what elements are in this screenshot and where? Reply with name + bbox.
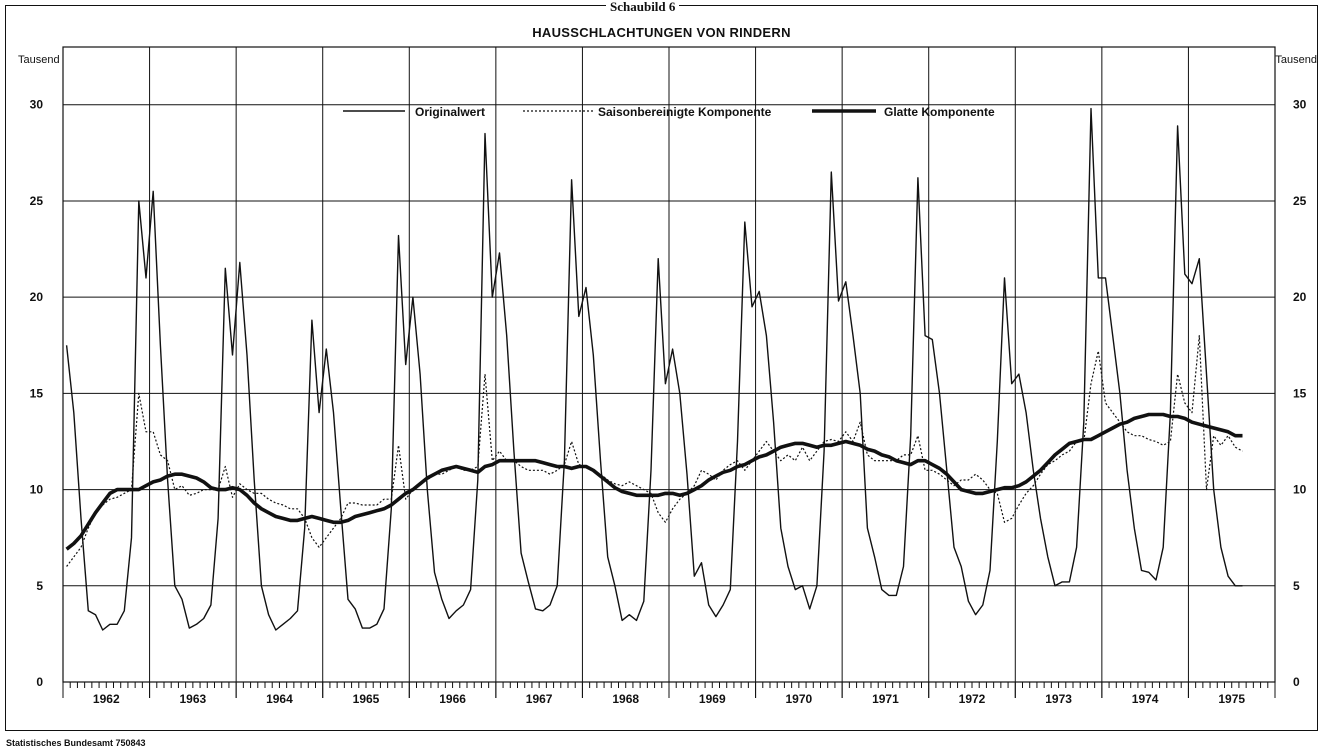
chart-frame: Schaubild 6: [5, 0, 1318, 731]
x-tick-label: 1968: [612, 692, 639, 706]
series-line-3: [65, 412, 1243, 551]
x-tick-label: 1974: [1132, 692, 1159, 706]
x-tick-label: 1971: [872, 692, 899, 706]
y-tick-label-right: 20: [1293, 290, 1307, 304]
series-line-1: [65, 107, 1243, 631]
y-axis-unit-right: Tausend: [1275, 54, 1317, 66]
x-tick-label: 1973: [1045, 692, 1072, 706]
x-tick-label: 1964: [266, 692, 293, 706]
x-tick-label: 1969: [699, 692, 726, 706]
y-tick-label-left: 15: [30, 386, 44, 400]
figure-number: Schaubild 6: [606, 0, 680, 15]
y-tick-label-right: 15: [1293, 386, 1307, 400]
source-note: Statistisches Bundesamt 750843: [6, 738, 146, 748]
y-tick-label-left: 20: [30, 290, 44, 304]
legend-label-3: Glatte Komponente: [884, 105, 995, 119]
chart-title: HAUSSCHLACHTUNGEN VON RINDERN: [532, 25, 791, 40]
y-tick-label-left: 5: [36, 579, 43, 593]
y-tick-label-right: 5: [1293, 579, 1300, 593]
legend: Originalwert Saisonbereinigte Komponente G…: [343, 105, 995, 119]
x-tick-label: 1966: [439, 692, 466, 706]
y-tick-label-right: 25: [1293, 194, 1307, 208]
y-tick-label-right: 10: [1293, 483, 1307, 497]
legend-label-2: Saisonbereinigte Komponente: [598, 105, 772, 119]
x-tick-label: 1970: [786, 692, 813, 706]
x-tick-label: 1975: [1218, 692, 1245, 706]
x-tick-label: 1963: [180, 692, 207, 706]
legend-label-1: Originalwert: [415, 105, 485, 119]
y-axis-unit-left: Tausend: [18, 54, 60, 66]
y-tick-label-left: 10: [30, 483, 44, 497]
x-tick-label: 1962: [93, 692, 120, 706]
x-tick-label: 1972: [959, 692, 986, 706]
y-tick-label-left: 30: [30, 98, 44, 112]
y-tick-label-right: 30: [1293, 98, 1307, 112]
y-tick-label-left: 25: [30, 194, 44, 208]
x-tick-label: 1965: [353, 692, 380, 706]
x-tick-label: 1967: [526, 692, 553, 706]
y-tick-label-left: 0: [36, 675, 43, 689]
y-tick-label-right: 0: [1293, 675, 1300, 689]
series-group: [65, 107, 1243, 631]
axes: 0 0 5 5 10 10 15 15 20 20 25 25 30 30 1962 1963 1964 1965…: [30, 98, 1307, 706]
